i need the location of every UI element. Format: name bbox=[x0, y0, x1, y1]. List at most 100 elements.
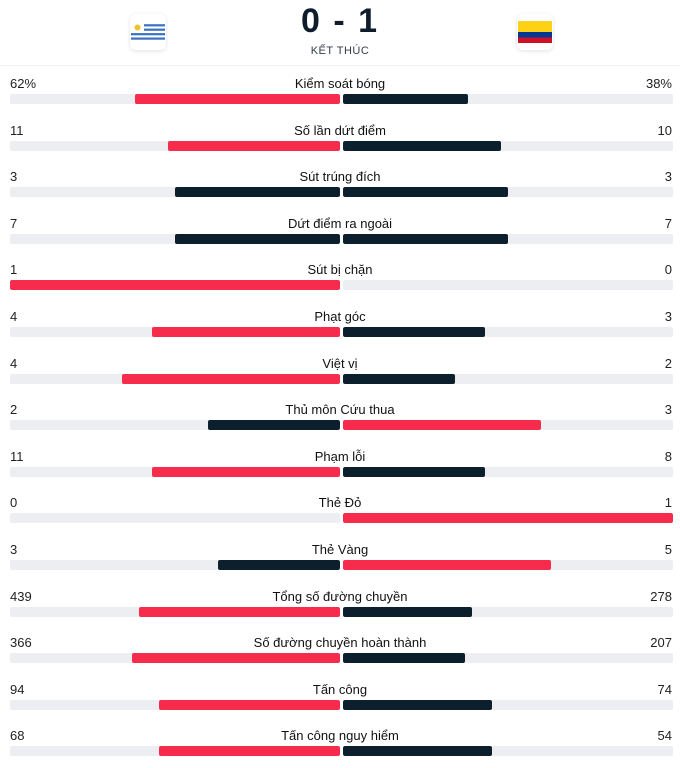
home-bar-fill bbox=[217, 560, 340, 570]
home-value: 2 bbox=[10, 402, 18, 418]
stat-label: Sút bị chặn bbox=[307, 262, 373, 278]
stat-label: Số đường chuyền hoàn thành bbox=[253, 635, 427, 651]
colombia-flag-icon[interactable] bbox=[517, 14, 553, 50]
stat-row: 94 Tấn công 74 bbox=[0, 682, 680, 722]
away-value: 207 bbox=[650, 635, 672, 651]
stat-row: 0 Thẻ Đỏ 1 bbox=[0, 495, 680, 535]
away-value: 54 bbox=[657, 728, 672, 744]
away-value: 278 bbox=[650, 588, 672, 604]
stat-label: Dứt điểm ra ngoài bbox=[287, 215, 393, 231]
stat-label: Việt vị bbox=[322, 355, 358, 371]
stat-label: Thủ môn Cứu thua bbox=[285, 402, 395, 418]
away-bar-track bbox=[343, 746, 673, 757]
home-bar-fill bbox=[138, 606, 340, 617]
away-value: 0 bbox=[664, 262, 672, 278]
home-value: 4 bbox=[10, 309, 18, 324]
home-bar-fill bbox=[132, 653, 340, 664]
home-value: 439 bbox=[10, 588, 32, 604]
match-header: 0 - 1 KẾT THÚC bbox=[0, 0, 680, 66]
match-score: 0 - 1 bbox=[300, 2, 380, 40]
away-bar-track bbox=[343, 513, 673, 524]
stat-row: 439 Tổng số đường chuyền 278 bbox=[0, 589, 680, 629]
stat-row: 1 Sút bị chặn 0 bbox=[0, 262, 680, 302]
away-bar-track bbox=[343, 466, 673, 477]
home-value: 11 bbox=[10, 122, 24, 138]
home-value: 11 bbox=[10, 448, 24, 464]
home-bar-track bbox=[10, 513, 340, 524]
home-value: 94 bbox=[10, 681, 25, 697]
away-bar-track bbox=[343, 653, 673, 664]
match-status: KẾT THÚC bbox=[310, 45, 370, 57]
away-bar-track bbox=[343, 233, 673, 244]
home-bar-fill bbox=[122, 373, 340, 384]
away-bar-fill bbox=[343, 606, 472, 617]
home-bar-fill bbox=[208, 420, 340, 431]
away-bar-fill bbox=[343, 187, 508, 198]
home-bar-fill bbox=[10, 280, 340, 291]
home-bar-track bbox=[10, 140, 340, 151]
home-bar-track bbox=[10, 233, 340, 244]
away-bar-fill bbox=[343, 560, 551, 570]
away-value: 10 bbox=[657, 122, 672, 138]
home-bar-fill bbox=[168, 140, 340, 151]
stat-label: Thẻ Đỏ bbox=[318, 495, 362, 511]
away-bar-track bbox=[343, 560, 673, 570]
home-value: 366 bbox=[10, 635, 32, 651]
home-value: 7 bbox=[10, 215, 18, 231]
home-bar-track bbox=[10, 560, 340, 570]
home-value: 62% bbox=[10, 76, 37, 91]
home-bar-fill bbox=[151, 466, 340, 477]
home-value: 1 bbox=[10, 262, 18, 278]
stat-row: 4 Việt vị 2 bbox=[0, 356, 680, 396]
away-bar-track bbox=[343, 140, 673, 151]
away-bar-fill bbox=[343, 233, 508, 244]
away-bar-fill bbox=[343, 140, 502, 151]
uruguay-flag-icon[interactable] bbox=[130, 14, 166, 50]
stat-label: Tổng số đường chuyền bbox=[272, 588, 408, 604]
stat-label: Thẻ Vàng bbox=[311, 542, 369, 557]
home-bar-track bbox=[10, 653, 340, 664]
away-value: 38% bbox=[645, 76, 672, 91]
away-value: 2 bbox=[664, 355, 672, 371]
stat-row: 3 Sút trúng đích 3 bbox=[0, 169, 680, 209]
stat-label: Số lần dứt điểm bbox=[294, 122, 386, 138]
stat-label: Tấn công nguy hiểm bbox=[281, 728, 399, 744]
stat-row: 68 Tấn công nguy hiểm 54 bbox=[0, 728, 680, 768]
away-bar-fill bbox=[343, 653, 466, 664]
away-value: 8 bbox=[664, 448, 672, 464]
away-value: 3 bbox=[664, 309, 672, 324]
away-value: 1 bbox=[664, 495, 672, 511]
home-bar-track bbox=[10, 420, 340, 431]
home-value: 3 bbox=[10, 169, 18, 185]
home-bar-fill bbox=[158, 699, 340, 710]
away-bar-fill bbox=[343, 466, 485, 477]
stat-row: 7 Dứt điểm ra ngoài 7 bbox=[0, 216, 680, 256]
home-bar-track bbox=[10, 466, 340, 477]
home-value: 68 bbox=[10, 728, 25, 744]
away-value: 5 bbox=[664, 542, 672, 557]
home-bar-track bbox=[10, 187, 340, 198]
away-bar-fill bbox=[343, 513, 673, 524]
stat-row: 366 Số đường chuyền hoàn thành 207 bbox=[0, 635, 680, 675]
away-bar-fill bbox=[343, 699, 492, 710]
home-bar-fill bbox=[175, 233, 340, 244]
away-value: 7 bbox=[664, 215, 672, 231]
home-bar-fill bbox=[175, 187, 340, 198]
stat-label: Kiểm soát bóng bbox=[294, 76, 386, 91]
away-bar-track bbox=[343, 94, 673, 104]
stat-label: Phạt góc bbox=[314, 309, 366, 324]
stat-row: 11 Số lần dứt điểm 10 bbox=[0, 123, 680, 163]
stat-label: Tấn công bbox=[312, 681, 368, 697]
away-bar-fill bbox=[343, 94, 469, 104]
home-bar-track bbox=[10, 94, 340, 104]
stat-label: Sút trúng đích bbox=[299, 169, 381, 185]
away-bar-fill bbox=[343, 420, 541, 431]
home-bar-track bbox=[10, 280, 340, 291]
home-bar-track bbox=[10, 746, 340, 757]
away-bar-track bbox=[343, 420, 673, 431]
away-bar-track bbox=[343, 280, 673, 291]
stat-label: Phạm lỗi bbox=[314, 448, 366, 464]
home-value: 3 bbox=[10, 542, 18, 557]
home-bar-fill bbox=[135, 94, 340, 104]
away-bar-track bbox=[343, 187, 673, 198]
